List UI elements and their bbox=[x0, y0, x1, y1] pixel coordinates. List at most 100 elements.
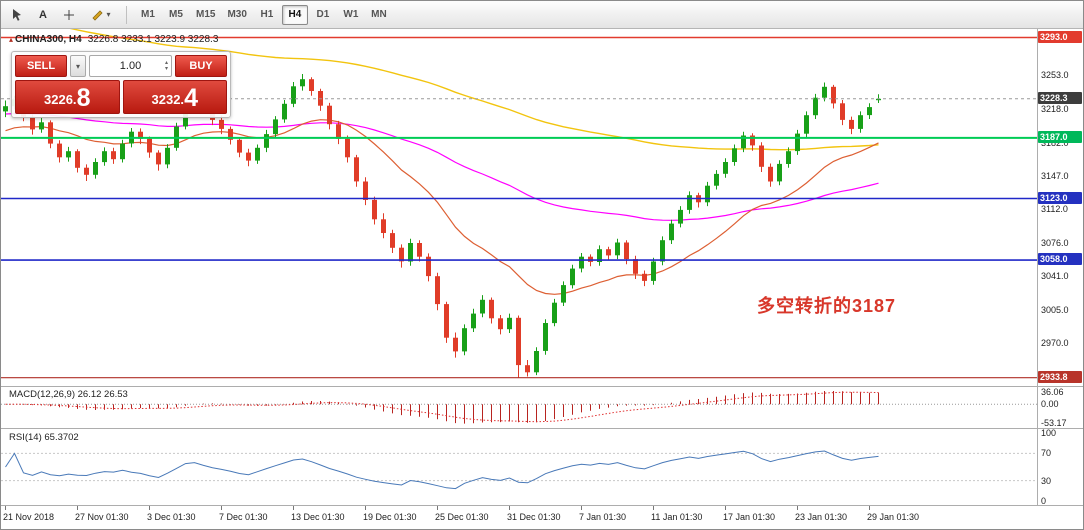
timeframe-m15-button[interactable]: M15 bbox=[191, 5, 220, 25]
candle-body bbox=[795, 133, 800, 152]
candle-body bbox=[228, 128, 233, 140]
timeframe-m5-button[interactable]: M5 bbox=[163, 5, 189, 25]
candle-body bbox=[300, 79, 305, 87]
candle-body bbox=[57, 143, 62, 158]
candle-body bbox=[345, 138, 350, 158]
candle-body bbox=[444, 304, 449, 338]
candle-body bbox=[111, 151, 116, 160]
candle-body bbox=[309, 79, 314, 91]
cursor-tool-button[interactable] bbox=[5, 4, 29, 26]
sell-button[interactable]: SELL bbox=[15, 55, 67, 77]
candle-body bbox=[867, 107, 872, 116]
toolbar: A ▾ M1 M5 M15 M30 H1 H4 D1 W1 MN bbox=[1, 1, 1083, 29]
candle-body bbox=[147, 138, 152, 153]
lot-size-field[interactable]: 1.00 ▴ ▾ bbox=[89, 55, 172, 77]
candle-body bbox=[579, 256, 584, 269]
buy-price-main: 3232. bbox=[151, 92, 185, 107]
price-axis-label: 3041.0 bbox=[1041, 271, 1069, 282]
rsi-panel-separator[interactable] bbox=[1, 428, 1083, 429]
price-badge-2933.8: 2933.8 bbox=[1038, 370, 1082, 383]
buy-button[interactable]: BUY bbox=[175, 55, 227, 77]
draw-tools-dropdown[interactable]: ▾ bbox=[83, 4, 119, 26]
sell-price-button[interactable]: 3226. 8 bbox=[15, 80, 120, 114]
crosshair-icon bbox=[64, 9, 74, 20]
time-axis-label: 25 Dec 01:30 bbox=[435, 512, 489, 522]
price-axis-label: 3253.0 bbox=[1041, 70, 1069, 81]
time-axis-label: 27 Nov 01:30 bbox=[75, 512, 129, 522]
candle-body bbox=[462, 328, 467, 352]
candle-body bbox=[669, 223, 674, 241]
candle-body bbox=[255, 147, 260, 161]
timeframe-d1-button[interactable]: D1 bbox=[310, 5, 336, 25]
sell-price-pip: 8 bbox=[76, 84, 91, 112]
rsi-plot[interactable] bbox=[1, 429, 1037, 505]
candle-body bbox=[849, 119, 854, 129]
stepper-up-icon[interactable]: ▴ bbox=[164, 60, 168, 66]
chart-ohlc-values: 3226.8 3233.1 3223.9 3228.3 bbox=[87, 34, 219, 45]
candle-body bbox=[138, 131, 143, 139]
timeframe-w1-button[interactable]: W1 bbox=[338, 5, 364, 25]
rsi-axis-label: 100 bbox=[1041, 428, 1057, 438]
chevron-down-icon: ▾ bbox=[106, 10, 111, 19]
candle-body bbox=[102, 151, 107, 163]
candle-body bbox=[777, 163, 782, 182]
candle-body bbox=[534, 351, 539, 373]
candle-body bbox=[408, 243, 413, 262]
timeframe-h1-button[interactable]: H1 bbox=[254, 5, 280, 25]
price-axis-border bbox=[1037, 29, 1038, 506]
lot-stepper[interactable]: ▴ ▾ bbox=[165, 60, 168, 72]
timeframe-m30-button[interactable]: M30 bbox=[222, 5, 251, 25]
candle-body bbox=[75, 151, 80, 168]
candle-body bbox=[687, 195, 692, 210]
price-axis-label: 3076.0 bbox=[1041, 238, 1069, 248]
candle-body bbox=[552, 302, 557, 324]
timeframe-m1-button[interactable]: M1 bbox=[135, 5, 161, 25]
candle-body bbox=[633, 259, 638, 274]
macd-axis-label: 0.00 bbox=[1041, 399, 1059, 410]
candle-body bbox=[480, 299, 485, 314]
candle-body bbox=[588, 256, 593, 262]
time-axis-separator bbox=[1, 505, 1083, 506]
macd-signal-line bbox=[5, 391, 879, 423]
candle-body bbox=[840, 103, 845, 120]
candle-body bbox=[336, 124, 341, 139]
time-tick bbox=[77, 506, 78, 510]
candle-body bbox=[264, 134, 269, 148]
timeframe-h4-button[interactable]: H4 bbox=[281, 4, 308, 25]
time-tick bbox=[221, 506, 222, 510]
price-axis[interactable]: 3253.03218.03182.03147.03112.03076.03041… bbox=[1038, 29, 1083, 506]
candle-body bbox=[381, 219, 386, 233]
buy-price-button[interactable]: 3232. 4 bbox=[122, 80, 227, 114]
candle-body bbox=[30, 116, 35, 130]
cursor-icon bbox=[12, 9, 21, 21]
candle-body bbox=[282, 103, 287, 120]
text-tool-button[interactable]: A bbox=[31, 4, 55, 26]
chart-symbol-icon: ▴ bbox=[9, 35, 14, 44]
macd-plot[interactable] bbox=[1, 387, 1037, 428]
time-axis-label: 29 Jan 01:30 bbox=[867, 512, 920, 522]
candle-body bbox=[732, 148, 737, 162]
macd-values: 26.12 26.53 bbox=[77, 389, 128, 400]
crosshair-tool-button[interactable] bbox=[57, 4, 81, 26]
candle-body bbox=[156, 152, 161, 165]
time-axis-label: 23 Jan 01:30 bbox=[795, 512, 848, 522]
ma-fast-line bbox=[5, 119, 879, 295]
main-chart-plot[interactable] bbox=[1, 29, 1037, 386]
lot-dropdown-button[interactable]: ▾ bbox=[70, 55, 86, 77]
price-badge-3058.0: 3058.0 bbox=[1038, 253, 1082, 266]
candle-body bbox=[597, 249, 602, 262]
price-axis-label: 3112.0 bbox=[1041, 203, 1068, 214]
macd-axis-label: -53.17 bbox=[1041, 418, 1067, 428]
time-axis[interactable]: 21 Nov 2018 27 Nov 01:30 3 Dec 01:30 7 Dec … bbox=[1, 506, 1083, 529]
timeframe-mn-button[interactable]: MN bbox=[366, 5, 392, 25]
macd-name: MACD(12,26,9) bbox=[9, 389, 75, 400]
candle-body bbox=[84, 167, 89, 175]
sell-price-main: 3226. bbox=[44, 92, 77, 107]
candle-body bbox=[822, 86, 827, 98]
stepper-down-icon[interactable]: ▾ bbox=[164, 66, 168, 72]
price-badge-3123.0: 3123.0 bbox=[1038, 191, 1082, 204]
buy-price-pip: 4 bbox=[184, 84, 198, 112]
candle-body bbox=[651, 261, 656, 281]
time-axis-label: 19 Dec 01:30 bbox=[363, 512, 417, 522]
macd-panel-separator[interactable] bbox=[1, 386, 1083, 387]
